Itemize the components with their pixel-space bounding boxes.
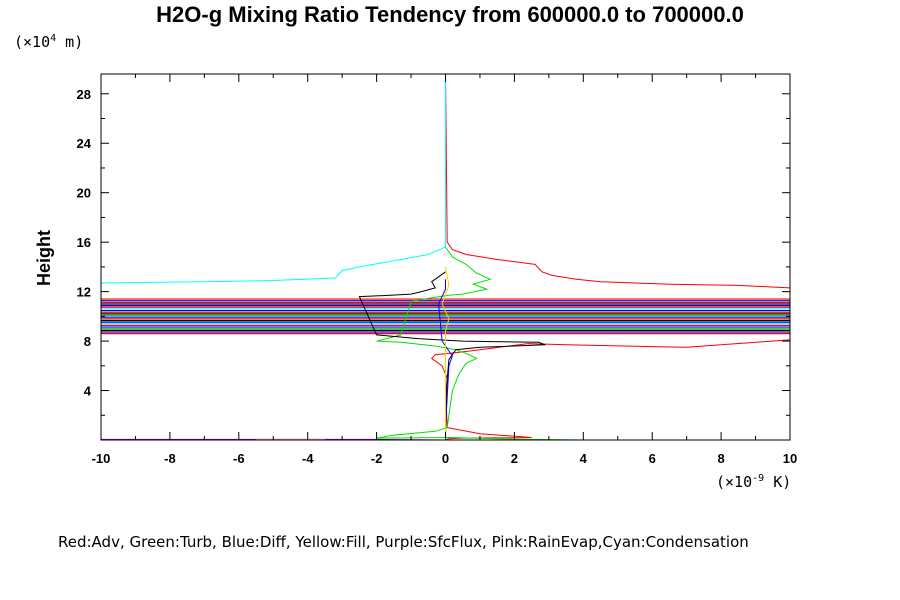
y-tick-label: 12 <box>77 285 91 300</box>
series-line-turb <box>376 246 584 441</box>
x-tick-label: -10 <box>92 451 111 466</box>
y-tick-label: 28 <box>77 87 91 102</box>
x-tick-label: -6 <box>233 451 245 466</box>
x-tick-label: 6 <box>649 451 656 466</box>
series-line-fill <box>441 266 450 440</box>
x-units-prefix: (×10 <box>716 473 753 491</box>
x-tick-label: 8 <box>717 451 724 466</box>
series-line-adv <box>430 73 791 441</box>
y-units-suffix: m) <box>56 33 84 51</box>
series-layer <box>100 73 791 441</box>
x-tick-label: -8 <box>164 451 176 466</box>
y-units-exponent: 4 <box>50 33 57 44</box>
y-tick-label: 8 <box>84 334 91 349</box>
y-axis-units: (×104 m) <box>14 33 83 51</box>
y-axis-title: Height <box>34 230 54 286</box>
x-tick-label: -2 <box>371 451 383 466</box>
series-line-black <box>358 271 546 441</box>
x-tick-label: 0 <box>442 451 449 466</box>
y-tick-label: 4 <box>84 384 92 399</box>
legend: Red:Adv, Green:Turb, Blue:Diff, Yellow:F… <box>58 533 749 551</box>
x-units-suffix: K) <box>764 473 792 491</box>
x-tick-label: 4 <box>580 451 588 466</box>
x-tick-label: 10 <box>783 451 797 466</box>
y-units-prefix: (×10 <box>14 33 51 51</box>
y-tick-label: 24 <box>77 136 92 151</box>
bands-layer <box>101 298 790 335</box>
x-tick-label: -4 <box>302 451 314 466</box>
chart-title: H2O-g Mixing Ratio Tendency from 600000.… <box>156 2 744 27</box>
y-tick-label: 16 <box>77 235 91 250</box>
x-axis-units: (×10-9 K) <box>716 473 791 491</box>
x-units-exponent: -9 <box>752 473 765 484</box>
series-line-condensation <box>100 74 446 307</box>
x-tick-label: 2 <box>511 451 518 466</box>
y-tick-label: 20 <box>77 186 91 201</box>
